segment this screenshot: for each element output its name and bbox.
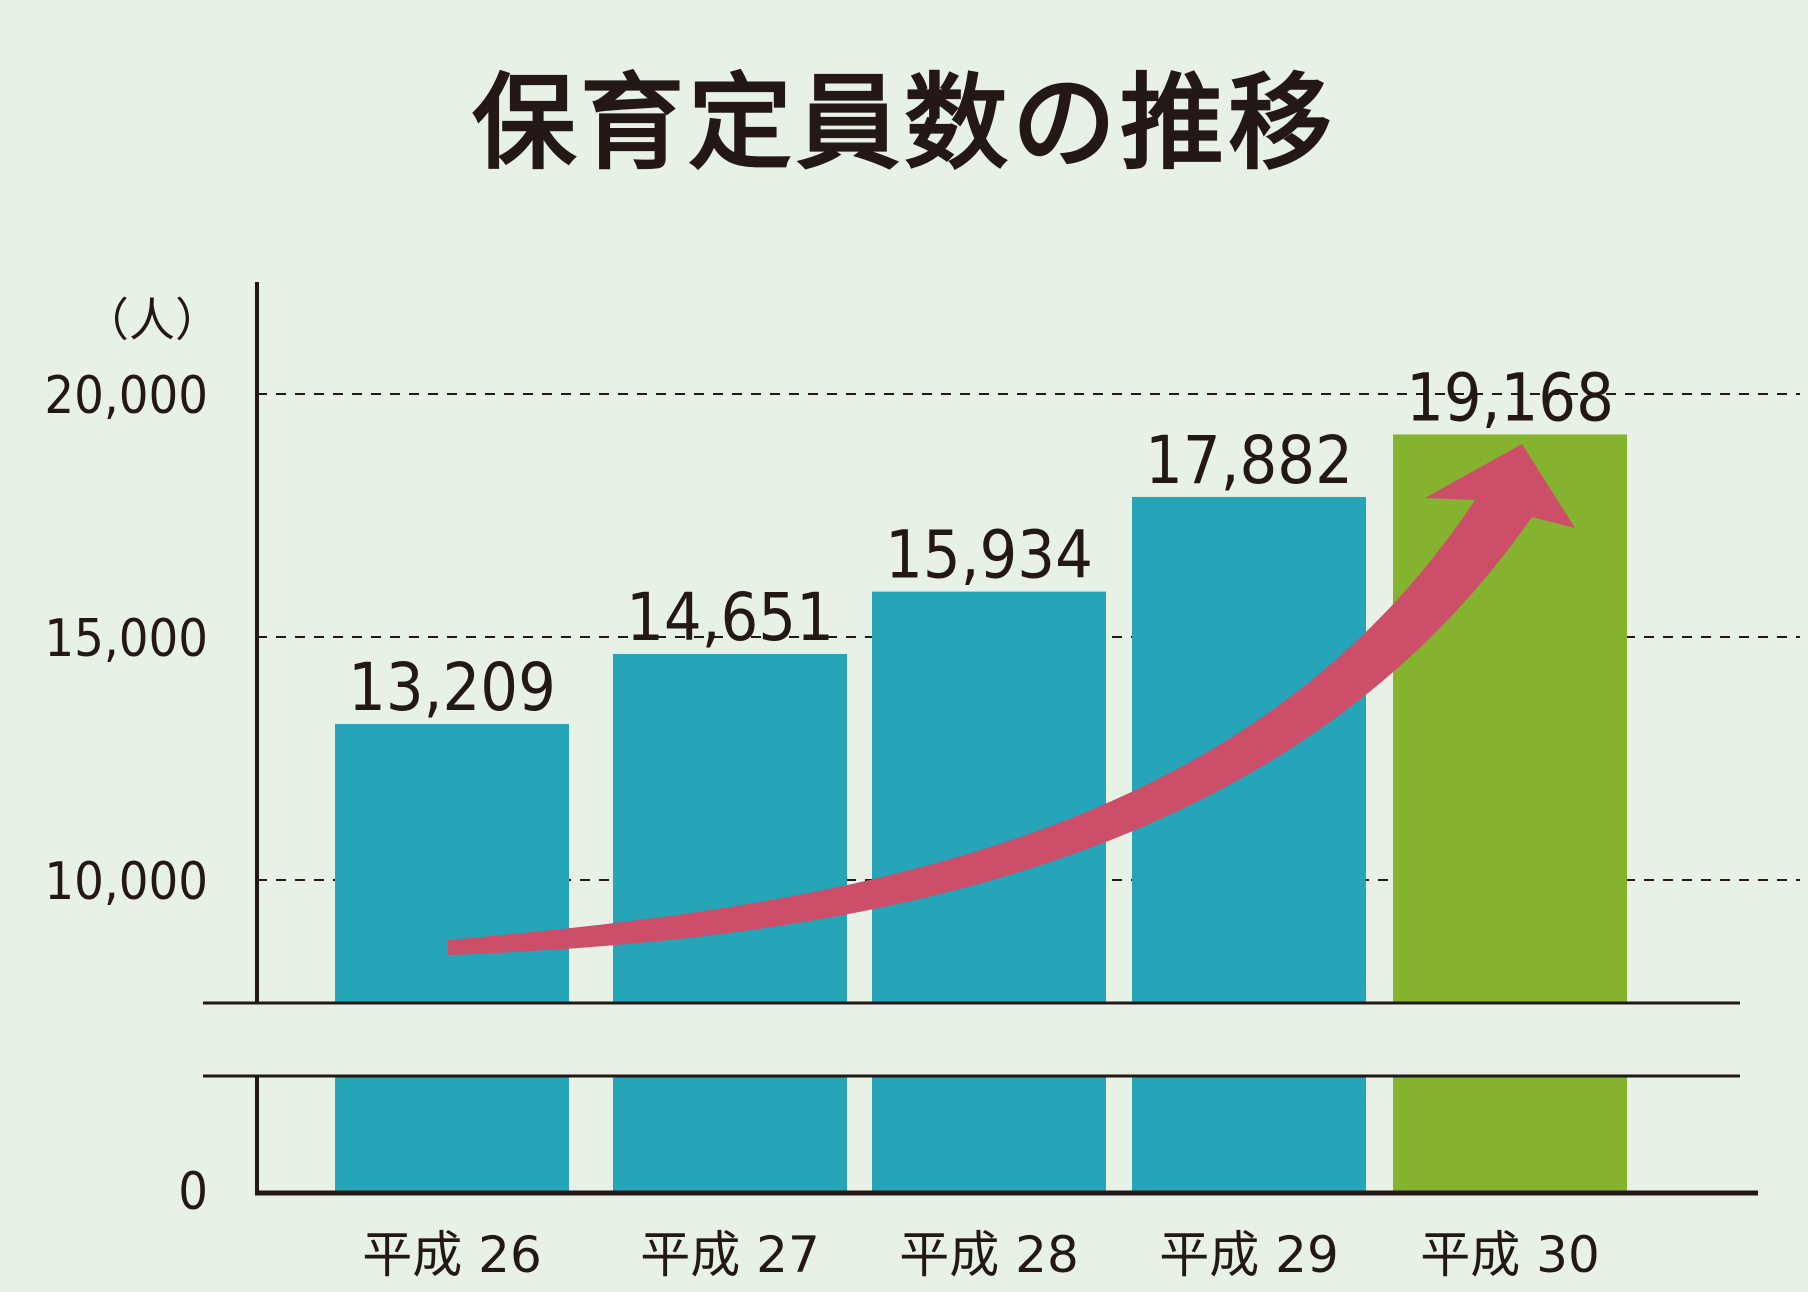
bar-upper-2 — [613, 653, 847, 1003]
bar-lower-2 — [613, 1076, 847, 1191]
category-label-3: 平成 28 — [899, 1226, 1079, 1284]
y-tick-label-20000: 20,000 — [44, 366, 208, 426]
growth-arrow — [448, 444, 1575, 955]
y-tick-label-10000: 10,000 — [44, 852, 208, 912]
bar-lower-1 — [335, 1076, 569, 1191]
y-tick-label-15000: 15,000 — [44, 609, 208, 669]
value-label-4: 17,882 — [1145, 422, 1353, 499]
bar-upper-3 — [872, 591, 1106, 1003]
value-label-3: 15,934 — [885, 517, 1093, 594]
bar-lower-5 — [1393, 1076, 1627, 1191]
bar-lower-3 — [872, 1076, 1106, 1191]
chart-title: 保育定員数の推移 — [471, 62, 1336, 184]
category-label-1: 平成 26 — [362, 1226, 542, 1284]
value-label-2: 14,651 — [626, 579, 834, 656]
value-label-1: 13,209 — [348, 649, 556, 726]
category-label-2: 平成 27 — [640, 1226, 820, 1284]
y-axis-unit: （人） — [83, 293, 221, 347]
y-tick-label-0: 0 — [178, 1162, 208, 1222]
bar-upper-1 — [335, 724, 569, 1003]
value-label-5: 19,168 — [1406, 359, 1614, 436]
category-label-5: 平成 30 — [1420, 1226, 1600, 1284]
bar-lower-4 — [1132, 1076, 1366, 1191]
category-label-4: 平成 29 — [1159, 1226, 1339, 1284]
